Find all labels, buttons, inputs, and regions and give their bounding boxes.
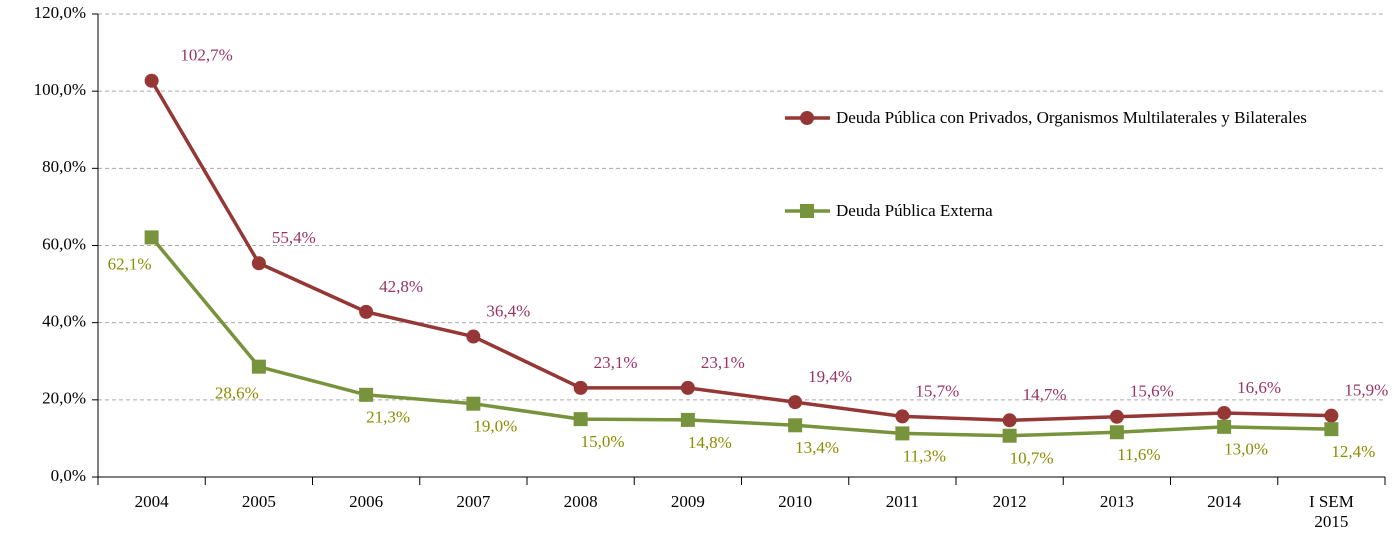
data-point (1217, 405, 1232, 420)
data-label: 11,6% (1117, 445, 1160, 464)
data-label: 14,8% (688, 433, 732, 452)
x-tick-label: 2008 (563, 492, 598, 511)
y-tick-label: 100,0% (34, 80, 86, 99)
data-label: 62,1% (108, 254, 152, 273)
data-point (359, 304, 374, 319)
data-point (144, 230, 159, 245)
data-label: 19,0% (473, 417, 517, 436)
y-tick-label: 0,0% (51, 466, 86, 485)
y-tick-label: 40,0% (42, 312, 86, 331)
data-label: 14,7% (1023, 385, 1067, 404)
data-point (144, 73, 159, 88)
legend-label: Deuda Pública Externa (836, 201, 993, 220)
legend-label: Deuda Pública con Privados, Organismos M… (836, 108, 1307, 127)
data-label: 19,4% (808, 367, 852, 386)
data-point (788, 395, 803, 410)
data-point (895, 426, 910, 441)
x-tick-label: 2009 (670, 492, 705, 511)
data-label: 11,3% (903, 446, 946, 465)
data-point (1002, 413, 1017, 428)
data-point (251, 359, 266, 374)
legend-marker (800, 111, 814, 125)
data-label: 13,0% (1224, 440, 1268, 459)
data-label: 12,4% (1331, 442, 1375, 461)
data-point (680, 380, 695, 395)
data-point (1002, 428, 1017, 443)
data-label: 36,4% (486, 301, 530, 320)
data-label: 28,6% (215, 384, 259, 403)
x-tick-label: 2012 (992, 492, 1027, 511)
data-label: 23,1% (701, 353, 745, 372)
y-tick-label: 60,0% (42, 234, 86, 253)
series-line (150, 79, 1332, 423)
data-point (1324, 408, 1339, 423)
data-label: 55,4% (272, 228, 316, 247)
x-tick-label: I SEM 2015 (1308, 492, 1354, 531)
series-line (150, 236, 1332, 438)
data-point (573, 412, 588, 427)
data-point (1109, 409, 1124, 424)
data-point (680, 412, 695, 427)
data-point (1109, 425, 1124, 440)
data-point (251, 256, 266, 271)
data-label: 42,8% (379, 277, 423, 296)
data-label: 13,4% (795, 438, 839, 457)
data-label: 21,3% (366, 408, 410, 427)
x-tick-label: 2004 (134, 492, 169, 511)
x-tick-label: 2007 (456, 492, 491, 511)
x-tick-label: 2010 (778, 492, 813, 511)
data-label: 23,1% (594, 353, 638, 372)
data-point (573, 380, 588, 395)
data-point (788, 418, 803, 433)
data-label: 102,7% (180, 46, 232, 65)
data-point (895, 409, 910, 424)
data-label: 15,9% (1344, 381, 1388, 400)
x-tick-label: 2005 (241, 492, 276, 511)
x-tick-label: 2014 (1207, 492, 1242, 511)
x-tick-label: 2013 (1099, 492, 1134, 511)
legend-marker (800, 204, 814, 218)
data-label: 15,6% (1130, 382, 1174, 401)
data-label: 15,7% (915, 381, 959, 400)
data-label: 10,7% (1010, 449, 1054, 468)
y-tick-label: 20,0% (42, 389, 86, 408)
data-label: 15,0% (581, 432, 625, 451)
data-point (466, 396, 481, 411)
x-tick-label: 2006 (349, 492, 384, 511)
data-point (1324, 422, 1339, 437)
data-label: 16,6% (1237, 378, 1281, 397)
y-tick-label: 80,0% (42, 157, 86, 176)
data-point (466, 329, 481, 344)
x-tick-label: 2011 (885, 492, 920, 511)
y-tick-label: 120,0% (34, 3, 86, 22)
data-point (1217, 419, 1232, 434)
data-point (359, 387, 374, 402)
